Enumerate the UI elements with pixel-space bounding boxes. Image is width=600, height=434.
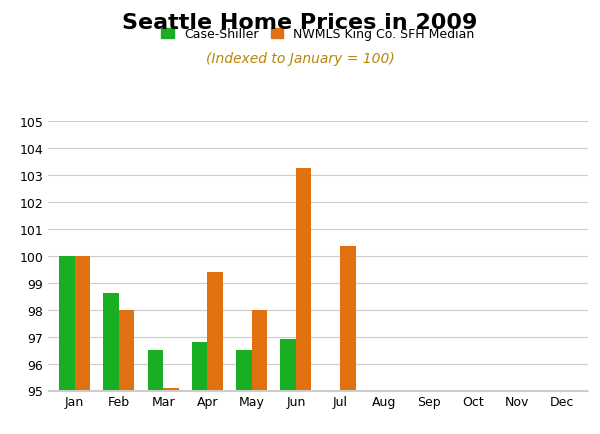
Bar xyxy=(236,350,251,391)
Bar xyxy=(163,388,179,391)
Bar xyxy=(192,342,208,391)
Bar xyxy=(296,168,311,391)
Bar xyxy=(340,247,356,391)
Bar xyxy=(280,339,296,391)
Bar xyxy=(119,310,134,391)
Bar xyxy=(208,272,223,391)
Legend: Case-Shiller, NWMLS King Co. SFH Median: Case-Shiller, NWMLS King Co. SFH Median xyxy=(159,26,477,43)
Bar xyxy=(103,294,119,391)
Bar xyxy=(59,256,74,391)
Bar xyxy=(148,350,163,391)
Text: (Indexed to January = 100): (Indexed to January = 100) xyxy=(206,52,394,66)
Bar xyxy=(251,310,267,391)
Bar xyxy=(74,256,90,391)
Text: Seattle Home Prices in 2009: Seattle Home Prices in 2009 xyxy=(122,13,478,33)
